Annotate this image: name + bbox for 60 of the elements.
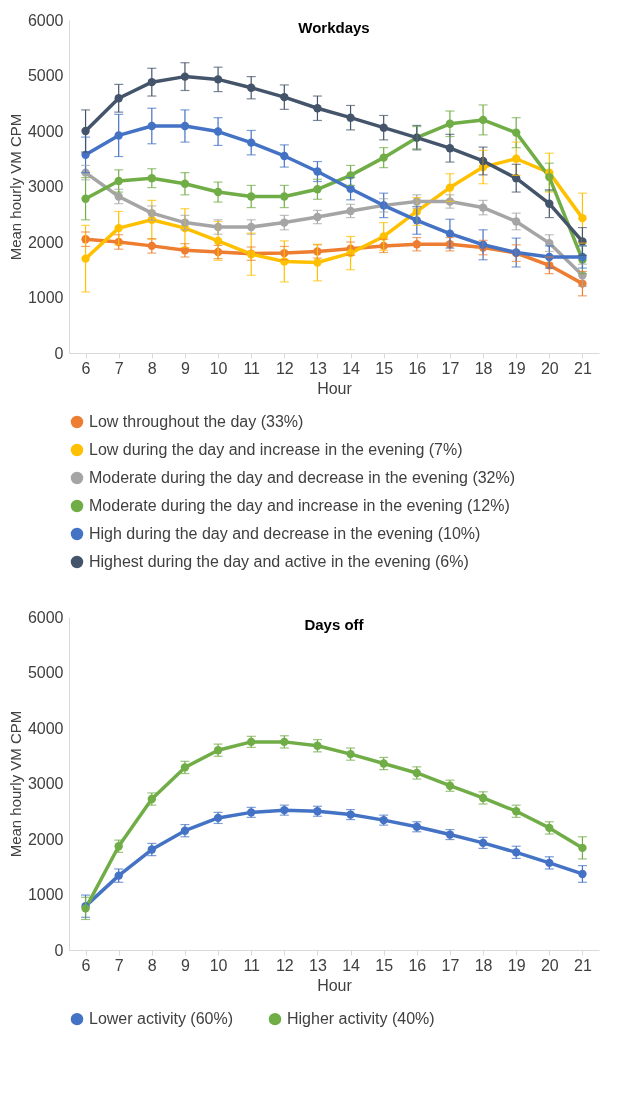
x-tick-label: 10 <box>209 956 228 974</box>
x-axis-title: Hour <box>317 976 353 994</box>
x-tick-label: 11 <box>243 359 261 377</box>
x-tick-label: 19 <box>507 359 526 377</box>
legend-label: Higher activity (40%) <box>287 1010 435 1028</box>
x-tick-label: 21 <box>574 359 592 377</box>
x-tick-label: 8 <box>147 359 157 377</box>
y-tick-label: 4000 <box>27 719 64 737</box>
y-axis-title: Mean hourly VM CPM <box>6 113 24 261</box>
legend-label: Low throughout the day (33%) <box>89 413 304 430</box>
legend-label: High during the day and decrease in the evening (10%) <box>89 525 481 542</box>
x-tick-label: 13 <box>309 359 327 377</box>
x-tick-label: 6 <box>81 956 91 974</box>
x-tick-label: 13 <box>309 956 327 974</box>
x-tick-label: 16 <box>408 359 427 377</box>
x-tick-label: 15 <box>375 359 394 377</box>
legend-label: Moderate during the day and increase in the evening (12%) <box>89 497 510 514</box>
x-tick-label: 17 <box>441 359 460 377</box>
x-tick-label: 12 <box>275 359 294 377</box>
x-tick-label: 14 <box>342 359 361 377</box>
x-tick-label: 20 <box>540 956 559 974</box>
legend-label: Lower activity (60%) <box>89 1010 234 1028</box>
x-tick-label: 7 <box>114 956 124 974</box>
y-tick-label: 2000 <box>27 830 64 848</box>
x-tick-label: 20 <box>540 359 559 377</box>
y-tick-label: 4000 <box>27 122 64 140</box>
x-tick-label: 10 <box>209 359 228 377</box>
y-tick-label: 1000 <box>27 289 64 306</box>
x-tick-label: 6 <box>81 359 91 377</box>
x-tick-label: 9 <box>180 359 190 377</box>
y-tick-label: 6000 <box>27 11 64 29</box>
x-tick-label: 9 <box>180 956 190 974</box>
y-tick-label: 3000 <box>27 178 64 195</box>
x-axis-title: Hour <box>317 379 353 397</box>
x-tick-label: 18 <box>474 359 493 377</box>
legend-label: Low during the day and increase in the evening (7%) <box>89 441 463 458</box>
x-tick-label: 8 <box>147 956 157 974</box>
x-tick-label: 14 <box>342 956 361 974</box>
legend-label: Moderate during the day and decrease in the evening (32%) <box>89 469 516 486</box>
x-tick-label: 12 <box>275 956 294 974</box>
y-tick-label: 3000 <box>27 775 64 792</box>
chart-title: Workdays <box>298 19 370 36</box>
chart-title: Days off <box>304 616 365 633</box>
y-tick-label: 5000 <box>27 664 64 681</box>
y-tick-label: 2000 <box>27 233 64 251</box>
y-tick-label: 0 <box>54 941 64 959</box>
y-tick-label: 0 <box>54 344 64 362</box>
x-tick-label: 17 <box>441 956 460 974</box>
y-tick-label: 5000 <box>27 67 64 84</box>
x-tick-label: 15 <box>375 956 394 974</box>
x-tick-label: 7 <box>114 359 124 377</box>
legend-label: Highest during the day and active in the evening (6%) <box>89 553 469 570</box>
x-tick-label: 19 <box>507 956 526 974</box>
x-tick-label: 18 <box>474 956 493 974</box>
x-tick-label: 16 <box>408 956 427 974</box>
x-tick-label: 11 <box>243 956 261 974</box>
y-tick-label: 1000 <box>27 886 64 903</box>
x-tick-label: 21 <box>574 956 592 974</box>
y-axis-title: Mean hourly VM CPM <box>6 710 24 858</box>
y-tick-label: 6000 <box>27 608 64 626</box>
